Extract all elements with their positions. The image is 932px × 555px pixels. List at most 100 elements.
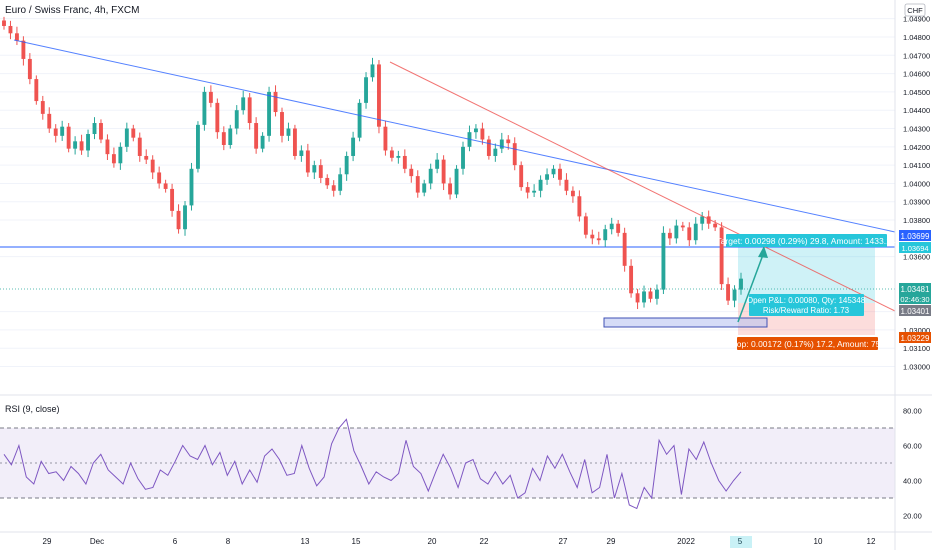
candle-body	[137, 137, 142, 156]
candle-body	[428, 168, 433, 184]
candle-body	[364, 77, 368, 103]
candle-body	[706, 216, 711, 224]
candle-body	[170, 188, 175, 211]
candle-body	[603, 229, 608, 241]
rsi-line	[3, 418, 742, 510]
candle-body	[655, 289, 659, 299]
countdown-tag	[899, 294, 931, 304]
candle-body	[674, 225, 679, 239]
time-tick-label: Dec	[90, 537, 104, 546]
candle-body	[338, 174, 343, 191]
candle-body	[8, 25, 13, 34]
price-tick-label: 1.03900	[903, 198, 930, 207]
candle-body	[493, 148, 498, 156]
currency-badge[interactable]	[904, 3, 926, 17]
candle-body	[415, 176, 420, 193]
candle-body	[693, 223, 698, 241]
position-range-highlight	[730, 536, 752, 548]
candle-body	[305, 150, 310, 173]
entry-price-text: 1.03401	[901, 307, 930, 316]
chart-title: Euro / Swiss Franc, 4h, FXCM	[5, 5, 139, 16]
candle-body	[499, 139, 504, 149]
candle-body	[713, 223, 718, 228]
candle-body	[221, 132, 226, 145]
candle-body	[532, 190, 537, 193]
price-tick-label: 1.03000	[903, 363, 930, 372]
stop-price-tag	[899, 332, 931, 343]
candle-body	[357, 102, 362, 138]
candle-body	[79, 141, 84, 151]
time-tick-label: 20	[428, 537, 437, 546]
hline-price-tag	[899, 230, 931, 241]
stop-label-box[interactable]	[737, 337, 878, 350]
last-price-text: 1.03481	[901, 285, 930, 294]
candle-body	[131, 128, 136, 138]
candle-body	[441, 159, 446, 184]
projection-arrow-icon	[758, 246, 768, 258]
stop-price-text: 1.03229	[901, 334, 930, 343]
candle-body	[739, 278, 743, 290]
candle-body	[667, 232, 672, 239]
candle-body	[435, 159, 440, 169]
candle-body	[545, 174, 549, 180]
pnl-label-box[interactable]	[749, 294, 864, 316]
candle-body	[596, 238, 601, 241]
candle-body	[241, 97, 246, 111]
candle-body	[351, 137, 356, 156]
price-tick-label: 1.03800	[903, 216, 930, 225]
candle-body	[60, 126, 65, 136]
candle-body	[86, 134, 90, 151]
price-tick-label: 1.04600	[903, 70, 930, 79]
price-axis[interactable]: 1.04900 1.04800 1.04700 1.04600 1.04500 1.044…	[903, 15, 930, 372]
candle-body	[635, 293, 640, 303]
candle-body	[486, 139, 491, 156]
stop-label: Stop: 0.00172 (0.17%) 17.2, Amount: 750	[729, 339, 886, 349]
candle-body	[726, 284, 731, 301]
rsi-tick-label: 20.00	[903, 512, 922, 521]
red-trendline[interactable]	[389, 61, 896, 312]
price-tick-label: 1.04000	[903, 179, 930, 188]
candle-body	[558, 168, 562, 180]
candle-body	[383, 126, 388, 151]
candle-body	[325, 177, 330, 186]
candle-body	[150, 159, 155, 173]
price-tick-label: 1.03600	[903, 253, 930, 262]
candle-body	[506, 139, 511, 144]
price-tick-label: 1.04300	[903, 125, 930, 134]
candle-body	[570, 190, 575, 197]
candle-body	[396, 155, 401, 158]
candle-body	[331, 185, 336, 191]
price-tick-label: 1.04400	[903, 106, 930, 115]
candle-body	[208, 91, 213, 103]
candle-body	[111, 154, 116, 164]
candle-body	[280, 112, 284, 136]
rsi-axis[interactable]: 80.00 60.00 40.00 20.00	[903, 407, 922, 521]
candle-body	[124, 128, 129, 147]
support-rectangle[interactable]	[603, 317, 768, 328]
candle-body	[687, 227, 692, 241]
time-tick-label: 15	[352, 537, 361, 546]
candle-body	[273, 91, 278, 113]
candle-body	[512, 143, 517, 166]
price-tick-label: 1.04900	[903, 15, 930, 24]
candle-body	[629, 265, 634, 294]
blue-trendline[interactable]	[13, 39, 896, 233]
projection-arrow-line[interactable]	[737, 251, 765, 323]
candle-body	[422, 183, 427, 193]
candle-body	[247, 97, 252, 124]
candle-body	[318, 165, 323, 178]
candle-body	[609, 223, 614, 230]
candle-body	[292, 128, 297, 156]
candle-body	[34, 79, 39, 102]
rsi-tick-label: 40.00	[903, 477, 922, 486]
candle-body	[21, 40, 26, 59]
last-price-tag	[899, 283, 931, 294]
candle-body	[176, 210, 181, 230]
target-label-box[interactable]	[726, 234, 887, 247]
target-price-tag	[899, 242, 931, 253]
time-axis[interactable]: 29 Dec 6 8 13 15 20 22 27 29 2022 5 10 12	[43, 537, 876, 546]
candle-body	[47, 113, 52, 129]
candle-body	[66, 126, 71, 149]
